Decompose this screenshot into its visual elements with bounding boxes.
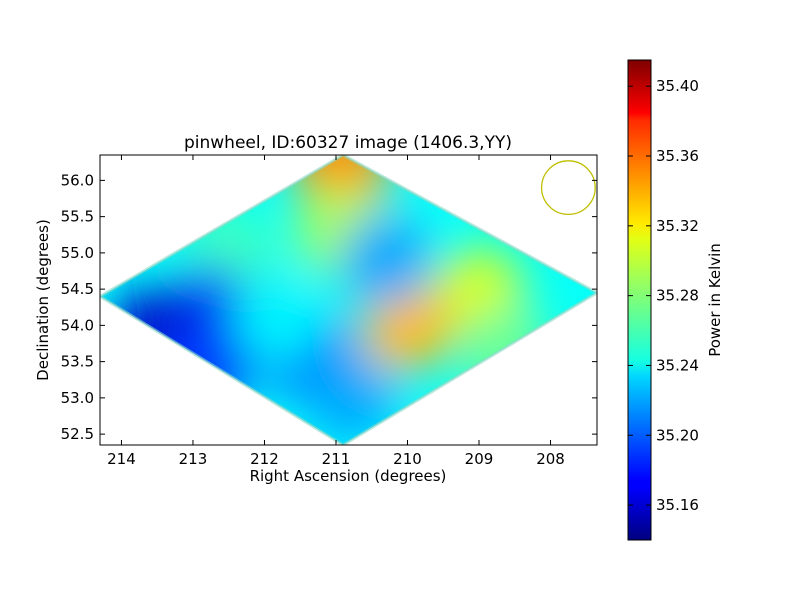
x-tick-label-4: 210 [393,450,422,468]
y-tick-label-7: 56.0 [61,171,94,189]
y-tick-label-2: 53.5 [61,353,94,371]
field-sample-13 [232,272,325,365]
axes-frame [99,154,598,446]
colorbar-tick-label-0: 35.16 [656,496,699,514]
y-tick-label-5: 55.0 [61,244,94,262]
x-tick-label-3: 211 [322,450,351,468]
y-tick-label-4: 54.5 [61,280,94,298]
colorbar-tick-label-3: 35.28 [656,287,699,305]
y-tick-label-6: 55.5 [61,208,94,226]
colorbar-tick-label-2: 35.24 [656,356,699,374]
chart-title: pinwheel, ID:60327 image (1406.3,YY) [184,133,512,153]
colorbar-ticks: 35.16 35.20 35.24 35.28 35.32 35.36 35.40 [628,77,699,514]
x-tick-label-0: 214 [107,450,136,468]
x-tick-label-5: 209 [465,450,494,468]
y-tick-label-1: 53.0 [61,389,94,407]
colorbar-tick-label-6: 35.40 [656,77,699,95]
field-sample-12 [340,214,432,307]
x-axis-ticks: 214 213 212 211 210 209 208 [107,155,565,468]
y-tick-label-0: 52.5 [61,425,94,443]
colorbar-label: Power in Kelvin [706,243,724,357]
plot-area: 214 213 212 211 210 209 208 52.5 53.0 53.5 54.0 54… [61,154,598,468]
x-tick-label-6: 208 [536,450,565,468]
footprint-edge [100,155,597,445]
y-axis-ticks: 52.5 53.0 53.5 54.0 54.5 55.0 55.5 56.0 [61,171,597,443]
beam-ellipse [540,160,596,216]
colorbar-frame [627,59,652,541]
colorbar-tick-label-4: 35.32 [656,217,699,235]
x-tick-label-2: 212 [250,450,279,468]
colorbar-tick-label-1: 35.20 [656,426,699,444]
field-sample-11 [304,351,397,444]
heatmap-image [100,155,597,445]
y-axis-label: Declination (degrees) [34,219,52,381]
y-tick-label-3: 54.0 [61,316,94,334]
colorbar: 35.16 35.20 35.24 35.28 35.32 35.36 35.40 Powe… [627,59,724,541]
colorbar-tick-label-5: 35.36 [656,147,699,165]
x-axis-label: Right Ascension (degrees) [250,467,447,485]
colorbar-gradient [628,60,651,540]
x-tick-label-1: 213 [179,450,208,468]
